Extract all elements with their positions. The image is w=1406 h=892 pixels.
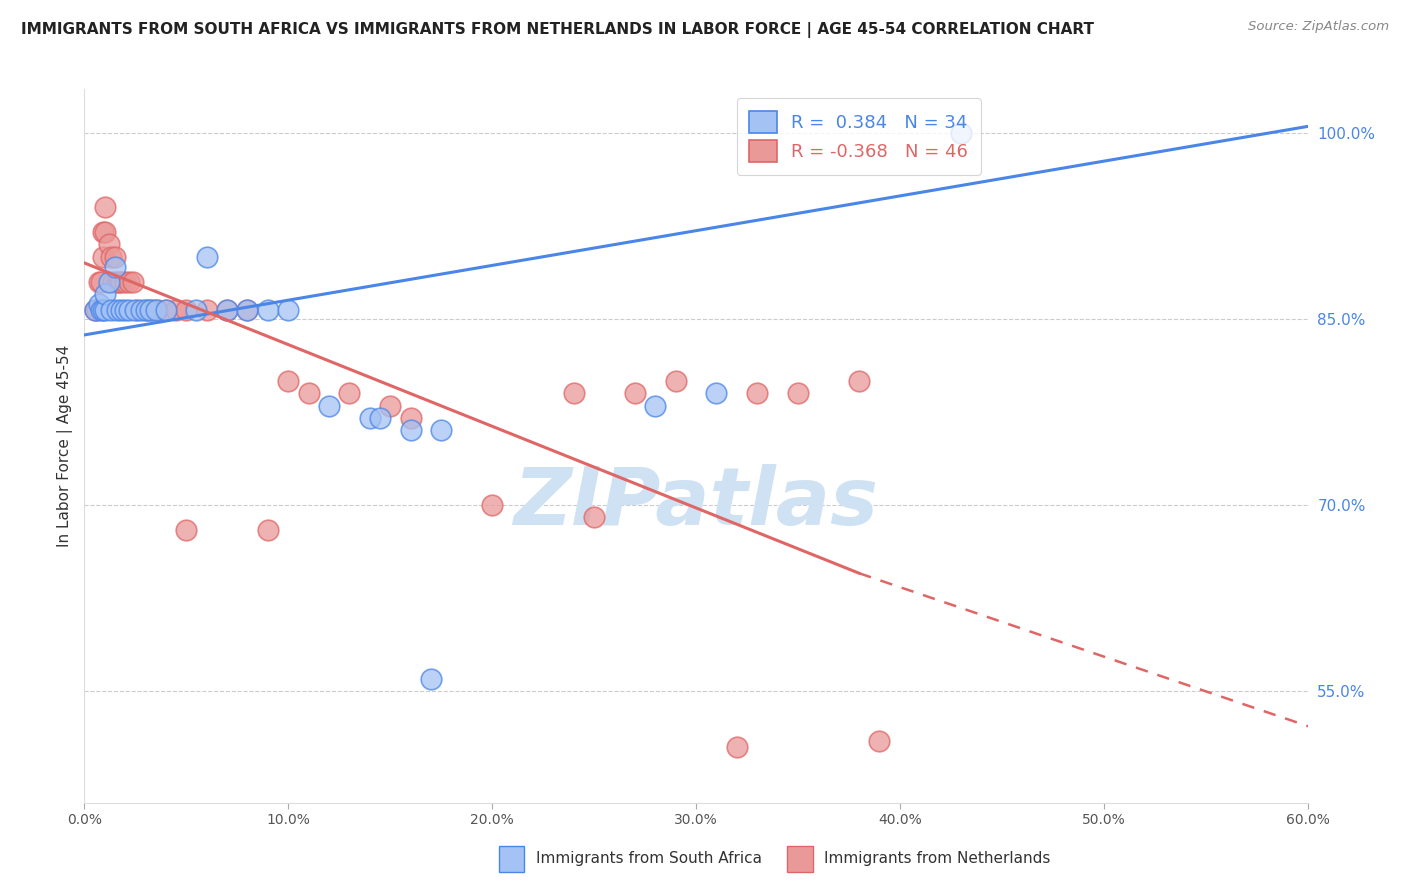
Point — [747, 386, 769, 401]
Text: IMMIGRANTS FROM SOUTH AFRICA VS IMMIGRANTS FROM NETHERLANDS IN LABOR FORCE | AGE: IMMIGRANTS FROM SOUTH AFRICA VS IMMIGRAN… — [21, 22, 1094, 38]
Point — [110, 303, 132, 318]
Point — [155, 303, 177, 318]
Point — [236, 303, 259, 318]
Point — [86, 303, 108, 318]
Point — [644, 399, 666, 413]
Point — [110, 275, 132, 289]
Point — [93, 200, 117, 214]
Point — [236, 303, 259, 318]
Point — [90, 275, 112, 289]
Point — [101, 275, 124, 289]
Point — [562, 386, 585, 401]
Point — [131, 303, 153, 318]
Point — [104, 260, 127, 274]
Point — [83, 303, 105, 318]
Point — [138, 303, 160, 318]
Point — [100, 303, 122, 318]
Point — [298, 386, 321, 401]
Point — [97, 275, 120, 289]
Point — [195, 303, 218, 318]
Point — [105, 275, 128, 289]
Point — [114, 275, 136, 289]
Point — [399, 424, 422, 438]
Point — [127, 303, 149, 318]
Point — [91, 225, 114, 239]
Point — [420, 672, 443, 686]
Point — [186, 303, 208, 318]
Point — [277, 303, 299, 318]
Point — [93, 225, 117, 239]
Text: ZIPatlas: ZIPatlas — [513, 464, 879, 542]
Point — [118, 275, 141, 289]
Point — [83, 303, 105, 318]
Point — [91, 303, 114, 318]
Point — [176, 523, 198, 537]
Point — [257, 523, 280, 537]
Point — [583, 510, 606, 524]
Point — [869, 733, 891, 747]
Point — [399, 411, 422, 425]
Point — [848, 374, 870, 388]
Point — [118, 303, 141, 318]
Point — [93, 287, 117, 301]
Point — [481, 498, 503, 512]
Text: Immigrants from South Africa: Immigrants from South Africa — [536, 852, 762, 866]
Point — [135, 303, 157, 318]
Point — [368, 411, 391, 425]
Point — [725, 739, 748, 754]
Text: Immigrants from Netherlands: Immigrants from Netherlands — [824, 852, 1050, 866]
Point — [217, 303, 239, 318]
Legend: R =  0.384   N = 34, R = -0.368   N = 46: R = 0.384 N = 34, R = -0.368 N = 46 — [737, 98, 980, 175]
Point — [108, 275, 131, 289]
Point — [624, 386, 647, 401]
Point — [124, 303, 146, 318]
Point — [195, 250, 218, 264]
Point — [380, 399, 402, 413]
Text: Source: ZipAtlas.com: Source: ZipAtlas.com — [1249, 20, 1389, 33]
Point — [217, 303, 239, 318]
Point — [359, 411, 381, 425]
Point — [87, 297, 110, 311]
Point — [97, 237, 120, 252]
Point — [105, 303, 128, 318]
Point — [277, 374, 299, 388]
Y-axis label: In Labor Force | Age 45-54: In Labor Force | Age 45-54 — [58, 345, 73, 547]
Point — [165, 303, 187, 318]
Point — [430, 424, 453, 438]
Point — [122, 275, 145, 289]
Point — [138, 303, 160, 318]
Point — [339, 386, 361, 401]
Point — [91, 250, 114, 264]
Point — [142, 303, 165, 318]
Point — [104, 250, 127, 264]
Point — [787, 386, 810, 401]
Point — [90, 303, 112, 318]
Point — [950, 126, 973, 140]
Point — [145, 303, 167, 318]
Point — [318, 399, 340, 413]
Point — [176, 303, 198, 318]
Point — [114, 303, 136, 318]
Point — [135, 303, 157, 318]
Point — [87, 275, 110, 289]
Point — [155, 303, 177, 318]
Point — [146, 303, 169, 318]
Point — [257, 303, 280, 318]
Point — [93, 303, 117, 318]
Point — [706, 386, 728, 401]
Point — [100, 250, 122, 264]
Point — [665, 374, 688, 388]
